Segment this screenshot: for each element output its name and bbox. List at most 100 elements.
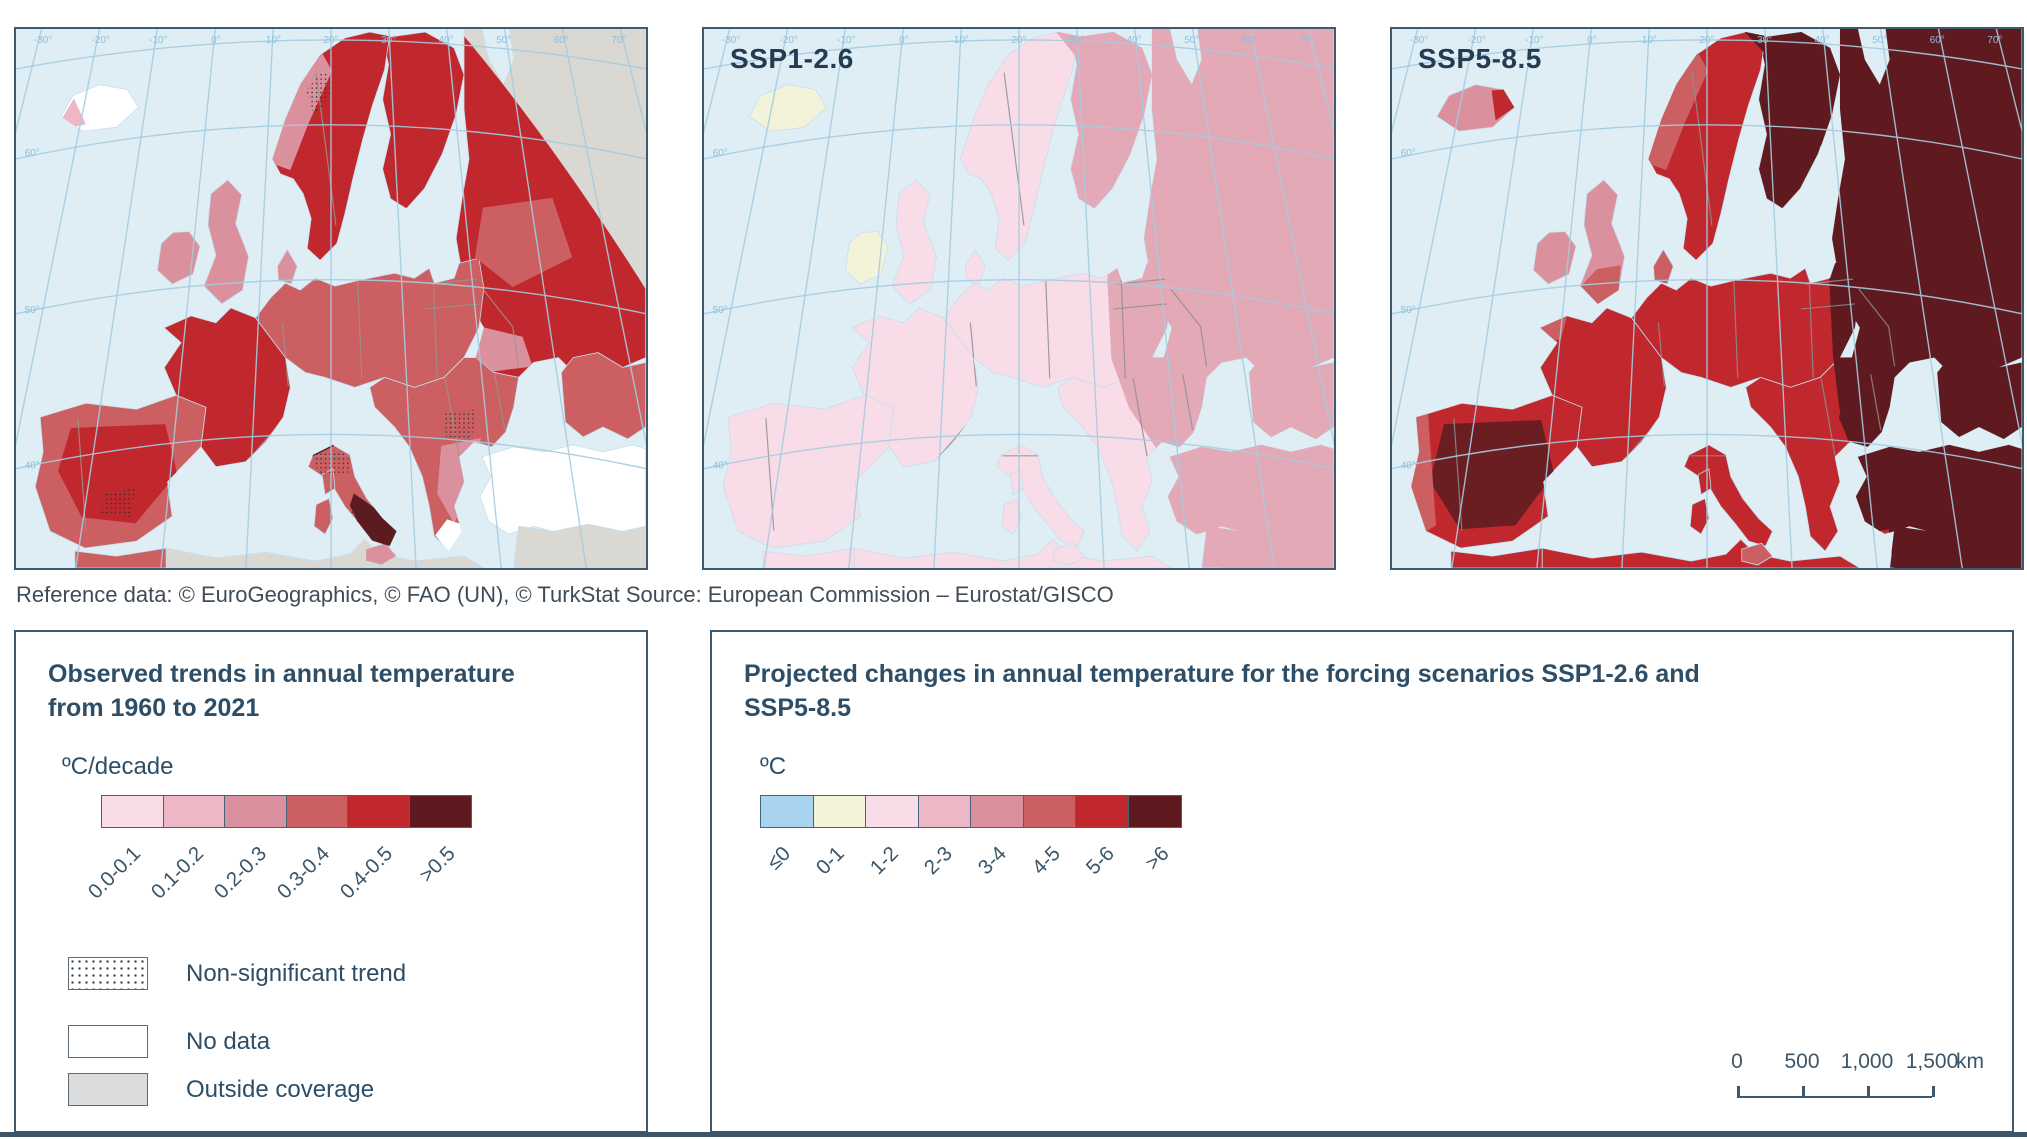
region-denmark bbox=[276, 248, 298, 285]
overlay-uk_south bbox=[1580, 265, 1621, 304]
legend-observed-unit: ºC/decade bbox=[62, 753, 174, 780]
legend-class-swatch bbox=[285, 795, 349, 828]
scale-bar-number: 1,500 bbox=[1905, 1050, 1959, 1073]
map-title-ssp1-2.6: SSP1-2.6 bbox=[730, 43, 854, 74]
graticule-label: 10° bbox=[1642, 35, 1657, 46]
legend-class-swatch bbox=[1127, 795, 1182, 828]
graticule-label: -10° bbox=[1525, 35, 1543, 46]
legend-projected-changes: Projected changes in annual temperature … bbox=[710, 630, 2014, 1133]
legend-class-label: 5-6 bbox=[1082, 842, 1120, 880]
graticule-label: 50° bbox=[496, 35, 511, 46]
graticule-label: -20° bbox=[1468, 35, 1486, 46]
overlay-russia_light bbox=[474, 197, 573, 288]
graticule-label: 10° bbox=[954, 35, 969, 46]
graticule-label: -20° bbox=[780, 35, 798, 46]
legend-class-swatch bbox=[1075, 795, 1129, 828]
legend-projected-unit: ºC bbox=[760, 753, 787, 780]
region-anatolia bbox=[479, 444, 646, 537]
region-caucasus bbox=[560, 352, 646, 440]
overlay-iceland_red bbox=[1491, 89, 1515, 121]
graticule-label: 40° bbox=[25, 461, 40, 472]
graticule bbox=[16, 29, 646, 568]
region-sardinia bbox=[313, 497, 334, 535]
graticule-label: 40° bbox=[1815, 35, 1830, 46]
legend-class-swatch bbox=[865, 795, 919, 828]
graticule-label: 50° bbox=[1401, 305, 1416, 316]
legend-class-swatch bbox=[970, 795, 1024, 828]
graticule-label: 50° bbox=[1872, 35, 1887, 46]
graticule-label: 60° bbox=[713, 148, 728, 159]
graticule-label: -30° bbox=[34, 35, 52, 46]
legend-observed-title: Observed trends in annual temperature fr… bbox=[48, 660, 515, 722]
bottom-divider-strip bbox=[0, 1132, 2027, 1137]
projected-color-scale-labels: ≤0 0-1 1-2 2-3 3-4 4-5 5-6 >6 bbox=[760, 828, 1184, 930]
graticule-label: 30° bbox=[1757, 35, 1772, 46]
graticule-label: 60° bbox=[1242, 35, 1257, 46]
region-ireland bbox=[1532, 231, 1577, 285]
legend-extra-swatch-white bbox=[68, 1025, 148, 1058]
scale-bar-tick bbox=[1802, 1086, 1805, 1097]
legend-class-label: 3-4 bbox=[974, 842, 1012, 880]
country-borders bbox=[1453, 72, 1896, 531]
graticule-label: 50° bbox=[713, 305, 728, 316]
map-panel-ssp1-2.6: -30° -20° -10° 0° 10° 20° 30° 40° 50° 60° 70° 60° 50… bbox=[702, 27, 1336, 570]
graticule-label: 30° bbox=[1069, 35, 1084, 46]
region-denmark bbox=[964, 248, 986, 285]
projected-color-scale bbox=[760, 795, 2012, 828]
legend-class-label: >0.5 bbox=[414, 842, 460, 887]
overlay-iceland_pink bbox=[61, 98, 86, 129]
graticule-label: 0° bbox=[211, 35, 221, 46]
overlay-greece_white bbox=[435, 519, 466, 556]
ssp5-8.5-map-canvas: -30° -20° -10° 0° 10° 20° 30° 40° 50° 60° 70° 60° 50… bbox=[1392, 29, 2022, 568]
scale-bar-unit: km bbox=[1956, 1050, 1984, 1073]
region-sicily bbox=[1741, 542, 1774, 566]
overlay-gray_wedge bbox=[458, 29, 646, 290]
region-corsica bbox=[1697, 468, 1712, 496]
scale-bar-line bbox=[1737, 1086, 1935, 1098]
graticule-label: 60° bbox=[554, 35, 569, 46]
graticule-label: 50° bbox=[1184, 35, 1199, 46]
legend-observed-trends: Observed trends in annual temperature fr… bbox=[14, 630, 648, 1133]
graticule-label: 0° bbox=[1587, 35, 1597, 46]
graticule-label: 0° bbox=[899, 35, 909, 46]
legend-class-swatch bbox=[224, 795, 287, 828]
reference-data-attribution: Reference data: © EuroGeographics, © FAO… bbox=[16, 582, 1114, 607]
graticule-labels: -30° -20° -10° 0° 10° 20° 30° 40° 50° 60° 70° 60° 50… bbox=[713, 35, 1315, 472]
legend-class-label: >6 bbox=[1140, 842, 1174, 875]
legend-class-swatch bbox=[812, 795, 867, 828]
overlay-norway_coast bbox=[1646, 52, 1708, 170]
legend-extra-item-dotted: Non-significant trend bbox=[68, 957, 406, 990]
legend-class-swatch bbox=[1022, 795, 1077, 828]
region-sardinia bbox=[1001, 497, 1022, 535]
legend-class-label: 0.0-0.1 bbox=[83, 842, 145, 904]
observed-color-scale-labels: 0.0-0.1 0.1-0.2 0.2-0.3 0.3-0.4 0.4-0.5 >0.5 bbox=[83, 828, 475, 930]
graticule-label: 50° bbox=[25, 305, 40, 316]
region-france bbox=[163, 307, 291, 468]
graticule-label: 20° bbox=[1700, 35, 1715, 46]
region-finland bbox=[382, 31, 465, 210]
graticule-label: -10° bbox=[837, 35, 855, 46]
legend-class-swatch bbox=[917, 795, 972, 828]
scale-bar-tick bbox=[1737, 1086, 1740, 1097]
ssp1-2.6-map-canvas: -30° -20° -10° 0° 10° 20° 30° 40° 50° 60° 70° 60° 50… bbox=[704, 29, 1334, 568]
region-mideast bbox=[513, 523, 646, 568]
region-sardinia bbox=[1689, 497, 1710, 535]
graticule-label: 40° bbox=[1401, 461, 1416, 472]
graticule bbox=[1392, 29, 2022, 568]
graticule-label: 60° bbox=[25, 148, 40, 159]
legend-extra-swatch-dotted bbox=[68, 957, 148, 990]
observed-trends-map-canvas: -30° -20° -10° 0° 10° 20° 30° 40° 50° 60° 70° 60° 50… bbox=[16, 29, 646, 568]
overlay-iberia_interior bbox=[1430, 420, 1555, 530]
region-ireland bbox=[156, 231, 201, 285]
scale-bar-tick bbox=[1932, 1086, 1935, 1097]
legend-class-label: 0.2-0.3 bbox=[209, 842, 271, 904]
map-title-ssp5-8.5: SSP5-8.5 bbox=[1418, 43, 1542, 74]
graticule-label: 70° bbox=[611, 35, 626, 46]
legend-extra-label: Non-significant trend bbox=[186, 959, 407, 987]
legend-class-label: 0.3-0.4 bbox=[272, 842, 334, 904]
region-sicily bbox=[1053, 542, 1086, 566]
graticule-label: 30° bbox=[381, 35, 396, 46]
legend-projected-title: Projected changes in annual temperature … bbox=[744, 660, 1700, 722]
region-france bbox=[851, 307, 979, 468]
region-ireland bbox=[844, 231, 889, 285]
